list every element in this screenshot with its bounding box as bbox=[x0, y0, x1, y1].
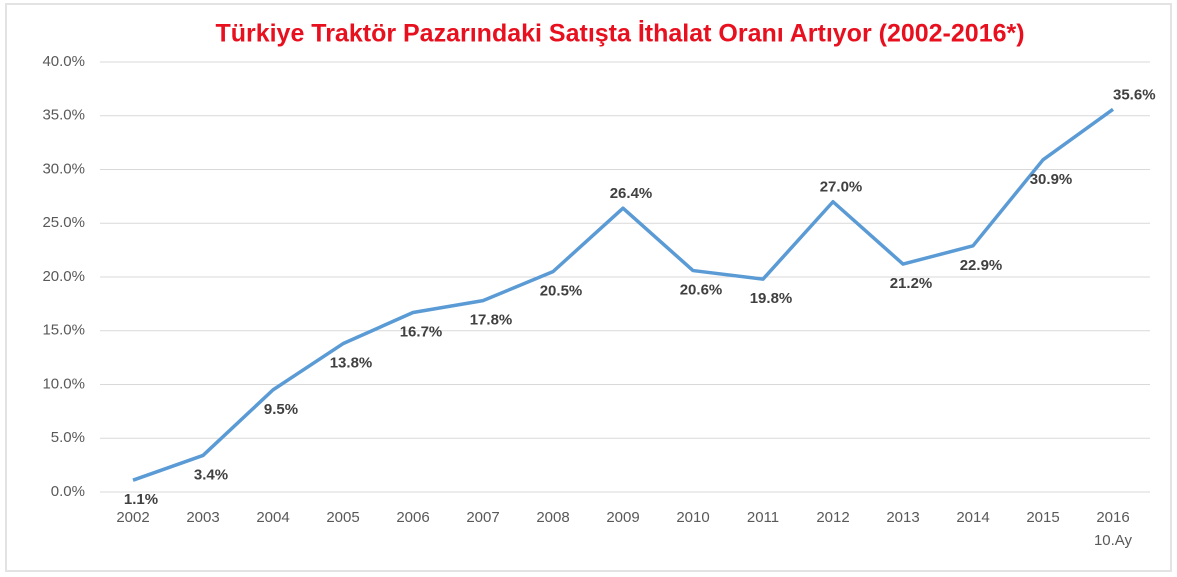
x-tick-label: 2008 bbox=[536, 509, 569, 526]
y-tick-label: 10.0% bbox=[42, 375, 85, 392]
x-tick-label: 2007 bbox=[466, 509, 499, 526]
x-tick-label: 2010 bbox=[676, 509, 709, 526]
data-label: 27.0% bbox=[820, 179, 863, 196]
x-tick-label: 2012 bbox=[816, 509, 849, 526]
y-tick-label: 5.0% bbox=[51, 429, 85, 446]
chart-frame bbox=[5, 3, 1172, 572]
y-tick-label: 30.0% bbox=[42, 160, 85, 177]
x-tick-label: 2011 bbox=[747, 509, 779, 526]
x-tick-label: 2003 bbox=[186, 509, 219, 526]
x-tick-label: 2006 bbox=[396, 509, 429, 526]
data-label: 22.9% bbox=[960, 257, 1003, 274]
y-tick-label: 20.0% bbox=[42, 268, 85, 285]
y-tick-label: 15.0% bbox=[42, 322, 85, 339]
y-tick-label: 40.0% bbox=[42, 53, 85, 70]
data-line bbox=[132, 107, 1115, 482]
y-tick-label: 0.0% bbox=[51, 483, 85, 500]
x-tick-label: 2009 bbox=[606, 509, 639, 526]
data-label: 30.9% bbox=[1030, 171, 1073, 188]
data-label: 21.2% bbox=[890, 275, 933, 292]
chart-title: Türkiye Traktör Pazarındaki Satışta İtha… bbox=[215, 20, 1024, 48]
data-label: 13.8% bbox=[330, 355, 373, 372]
x-tick-label: 2014 bbox=[956, 509, 989, 526]
data-label: 9.5% bbox=[264, 401, 298, 418]
y-tick-label: 25.0% bbox=[42, 214, 85, 231]
data-label: 17.8% bbox=[470, 312, 513, 329]
x-tick-label: 2015 bbox=[1026, 509, 1059, 526]
data-label: 26.4% bbox=[610, 185, 653, 202]
x-tick-label: 2005 bbox=[326, 509, 359, 526]
y-tick-label: 35.0% bbox=[42, 107, 85, 124]
data-label: 3.4% bbox=[194, 466, 228, 483]
data-label: 1.1% bbox=[124, 491, 158, 508]
data-label: 35.6% bbox=[1113, 86, 1156, 103]
x-tick-label: 2013 bbox=[886, 509, 919, 526]
data-label: 20.5% bbox=[540, 283, 583, 300]
x-tick-note: 10.Ay bbox=[1094, 532, 1133, 549]
x-tick-label: 2002 bbox=[116, 509, 149, 526]
x-tick-label: 2004 bbox=[256, 509, 289, 526]
data-label: 19.8% bbox=[750, 290, 793, 307]
data-label: 20.6% bbox=[680, 282, 723, 299]
data-label: 16.7% bbox=[400, 323, 443, 340]
x-tick-label: 2016 bbox=[1096, 509, 1129, 526]
